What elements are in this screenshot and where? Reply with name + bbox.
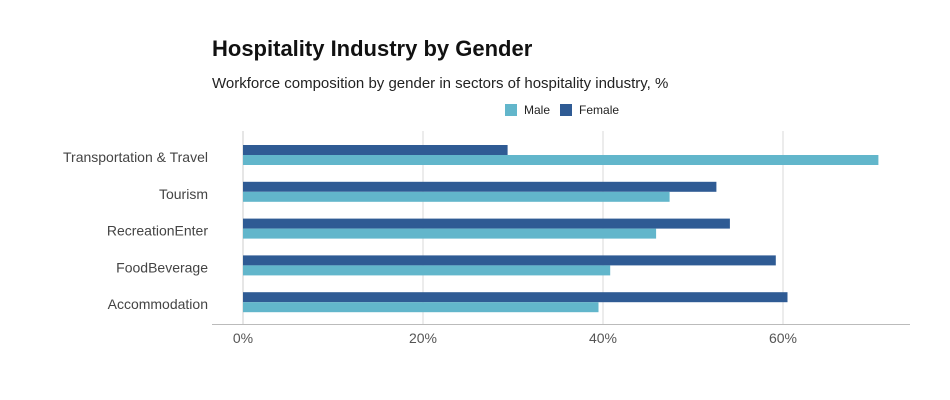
legend-label-female: Female <box>579 103 620 117</box>
bar-female-4 <box>243 292 788 303</box>
legend: Male Female <box>505 103 629 117</box>
legend-swatch-female <box>560 104 573 116</box>
bar-female-1 <box>243 181 717 192</box>
bar-female-0 <box>243 145 508 155</box>
bar-male-1 <box>243 191 670 202</box>
x-tick-label-0: 0% <box>233 330 253 346</box>
x-tick-label-2: 40% <box>589 330 617 346</box>
chart-subtitle: Workforce composition by gender in secto… <box>212 75 669 92</box>
bar-male-4 <box>243 302 599 313</box>
legend-label-male: Male <box>524 103 551 117</box>
bar-male-3 <box>243 265 611 276</box>
chart-title: Hospitality Industry by Gender <box>212 36 533 61</box>
x-tick-label-3: 60% <box>769 330 797 346</box>
category-label-2: RecreationEnter <box>107 223 209 239</box>
category-label-1: Tourism <box>159 186 208 202</box>
bar-female-2 <box>243 218 730 229</box>
category-label-3: FoodBeverage <box>116 259 208 275</box>
legend-swatch-male <box>505 104 517 116</box>
bar-female-3 <box>243 255 776 266</box>
legend-item-female: Female <box>560 103 619 117</box>
x-tick-label-1: 20% <box>409 330 437 346</box>
category-label-0: Transportation & Travel <box>63 149 208 165</box>
legend-item-male: Male <box>505 103 550 117</box>
category-label-4: Accommodation <box>108 296 208 312</box>
bar-male-2 <box>243 228 657 239</box>
bar-male-0 <box>243 155 879 165</box>
